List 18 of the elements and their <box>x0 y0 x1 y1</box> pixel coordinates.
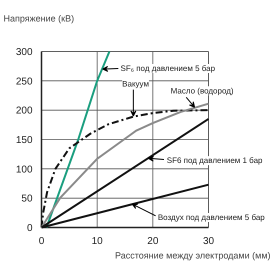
y-tick-label: 100 <box>16 164 33 176</box>
annotation: Воздух под давлением 5 бар <box>158 213 266 222</box>
x-tick-label: 0 <box>38 236 45 247</box>
y-axis-title: Напряжение (кВ) <box>4 14 74 24</box>
x-axis-title: Расстояние между электродами (мм) <box>115 250 271 260</box>
y-tick-label: 0 <box>26 223 33 234</box>
annotation: SF₆ под давлением 5 бар <box>120 64 216 74</box>
x-tick-label: 10 <box>92 236 104 247</box>
y-tick-label: 250 <box>16 76 33 88</box>
y-tick-label: 50 <box>21 194 33 205</box>
x-tick-label: 30 <box>202 236 214 247</box>
x-tick-label: 20 <box>147 236 159 247</box>
annotation: Масло (водород) <box>170 86 234 96</box>
y-tick-label: 150 <box>16 135 33 146</box>
y-tick-label: 300 <box>16 47 33 58</box>
annotation: Вакуум <box>122 79 149 88</box>
annotation: SF6 под давлением 1 бар <box>166 156 264 166</box>
y-tick-label: 200 <box>16 106 33 117</box>
